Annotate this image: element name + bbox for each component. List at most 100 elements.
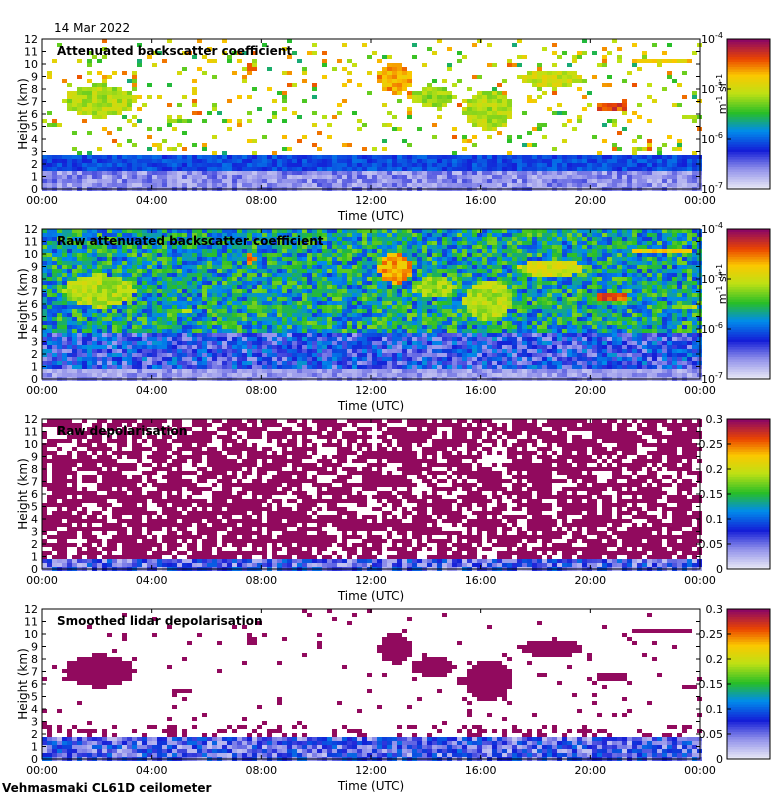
colorbar-cell [727, 111, 770, 115]
y-tick-label: 7 [31, 476, 38, 489]
colorbar-cell [727, 311, 770, 315]
y-tick-label: 7 [31, 666, 38, 679]
colorbar-tick-label: 10-4 [701, 221, 723, 236]
colorbar-cell [727, 756, 770, 760]
colorbar-cell [727, 701, 770, 705]
colorbar-cell [727, 529, 770, 532]
y-axis-title: Height (km) [16, 268, 30, 339]
colorbar-cell [727, 104, 770, 107]
y-tick-label: 8 [31, 463, 38, 476]
colorbar-cell [727, 349, 770, 352]
colorbar-cell [727, 256, 770, 260]
y-tick-label: 0 [31, 373, 38, 386]
colorbar-cell [727, 539, 770, 542]
colorbar-cell [727, 446, 770, 450]
colorbar-cell [727, 429, 770, 432]
colorbar-cell [727, 516, 770, 520]
colorbar-unit: m-1 sr-1 [715, 74, 729, 114]
colorbar-cell [727, 441, 770, 445]
colorbar-cell [727, 489, 770, 492]
panel-title: Raw attenuated backscatter coefficient [57, 234, 324, 248]
colorbar-cell [727, 534, 770, 537]
y-tick-label: 4 [31, 703, 38, 716]
x-tick-label: 12:00 [355, 764, 387, 777]
colorbar-cell [727, 609, 770, 612]
colorbar-cell [727, 176, 770, 180]
colorbar-cell [727, 116, 770, 120]
colorbar-cell [727, 486, 770, 490]
y-tick-label: 5 [31, 311, 38, 324]
x-tick-label: 08:00 [245, 764, 277, 777]
colorbar-cell [727, 484, 770, 487]
colorbar-cell [727, 706, 770, 710]
colorbar-cell [727, 299, 770, 302]
colorbar-cell [727, 439, 770, 442]
colorbar-cell [727, 721, 770, 725]
colorbar-cell [727, 551, 770, 555]
colorbar-cell [727, 624, 770, 627]
colorbar-cell [727, 679, 770, 682]
colorbar-cell [727, 716, 770, 720]
colorbar-cell [727, 684, 770, 687]
colorbar-cell [727, 276, 770, 280]
x-tick-label: 00:00 [26, 574, 58, 587]
colorbar-cell [727, 304, 770, 307]
colorbar-cell [727, 171, 770, 175]
y-tick-label: 0 [31, 753, 38, 766]
colorbar-cell [727, 121, 770, 125]
x-tick-label: 12:00 [355, 574, 387, 587]
colorbar-cell [727, 514, 770, 517]
colorbar-cell [727, 151, 770, 155]
colorbar-cell [727, 364, 770, 367]
y-tick-label: 9 [31, 261, 38, 274]
colorbar-tick-label: 0.1 [706, 513, 724, 526]
colorbar-tick-label: 0.05 [699, 728, 724, 741]
y-tick-label: 7 [31, 96, 38, 109]
x-tick-label: 00:00 [684, 764, 716, 777]
colorbar-cell [727, 169, 770, 172]
colorbar-cell [727, 239, 770, 242]
x-tick-label: 16:00 [465, 764, 497, 777]
colorbar-cell [727, 626, 770, 630]
colorbar-cell [727, 164, 770, 167]
colorbar-cell [727, 344, 770, 347]
colorbar-cell [727, 736, 770, 740]
colorbar-cell [727, 319, 770, 322]
colorbar-cell [727, 686, 770, 690]
colorbar-cell [727, 491, 770, 495]
colorbar-cell [727, 269, 770, 272]
y-tick-label: 3 [31, 526, 38, 539]
colorbar-cell [727, 119, 770, 122]
colorbar-cell [727, 359, 770, 362]
colorbar-cell [727, 106, 770, 110]
x-tick-label: 20:00 [574, 384, 606, 397]
colorbar-cell [727, 294, 770, 297]
colorbar-cell [727, 651, 770, 655]
colorbar-cell [727, 434, 770, 437]
panel-title: Smoothed lidar depolarisation [57, 614, 263, 628]
colorbar-cell [727, 261, 770, 265]
colorbar-cell [727, 289, 770, 292]
colorbar-cell [727, 466, 770, 470]
colorbar-cell [727, 451, 770, 455]
instrument-label: Vehmasmaki CL61D ceilometer [2, 781, 212, 795]
x-tick-label: 04:00 [136, 194, 168, 207]
colorbar-cell [727, 324, 770, 327]
colorbar-cell [727, 61, 770, 65]
colorbar-cell [727, 674, 770, 677]
colorbar-cell [727, 331, 770, 335]
colorbar-cell [727, 479, 770, 482]
colorbar-cell [727, 144, 770, 147]
colorbar-cell [727, 749, 770, 752]
x-tick-label: 00:00 [26, 764, 58, 777]
colorbar-cell [727, 99, 770, 102]
colorbar-cell [727, 131, 770, 135]
colorbar-cell [727, 691, 770, 695]
colorbar-cell [727, 559, 770, 562]
colorbar-cell [727, 621, 770, 625]
heatmap-field [42, 229, 702, 381]
y-tick-label: 10 [24, 58, 38, 71]
colorbar-cell [727, 694, 770, 697]
panel-title: Raw depolarisation [57, 424, 187, 438]
